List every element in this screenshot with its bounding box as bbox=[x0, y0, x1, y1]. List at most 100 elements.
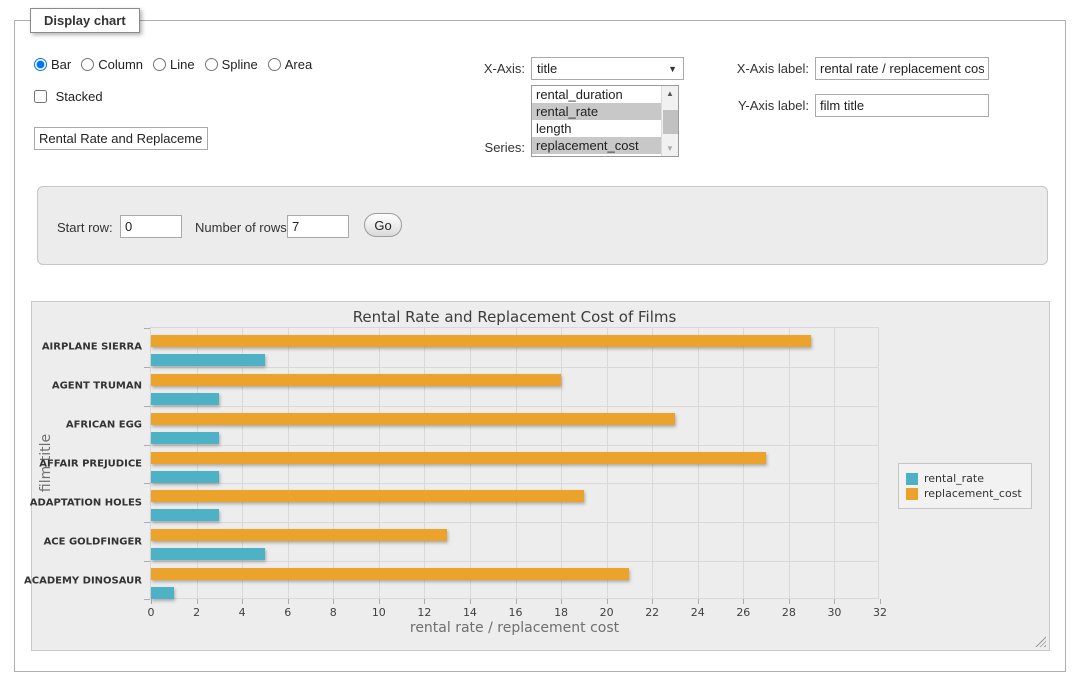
x-tick-mark bbox=[789, 599, 790, 604]
y-tick-mark bbox=[144, 328, 150, 329]
category-label: ADAPTATION HOLES bbox=[30, 497, 142, 508]
y-tick-mark bbox=[144, 561, 150, 562]
series-listbox[interactable]: rental_durationrental_ratelengthreplacem… bbox=[531, 85, 679, 157]
x-tick-label: 16 bbox=[509, 606, 523, 619]
rental_rate-bar[interactable] bbox=[151, 509, 219, 521]
y-tick-mark bbox=[144, 367, 150, 368]
scroll-down-icon[interactable]: ▼ bbox=[662, 141, 678, 156]
plot-area: 02468101214161820222426283032AIRPLANE SI… bbox=[150, 327, 879, 599]
x-tick-label: 26 bbox=[736, 606, 750, 619]
x-tick-label: 18 bbox=[554, 606, 568, 619]
chart-type-option-bar[interactable]: Bar bbox=[34, 57, 71, 72]
x-tick-label: 28 bbox=[782, 606, 796, 619]
replacement_cost-bar[interactable] bbox=[151, 335, 811, 347]
chart-type-radio-label: Spline bbox=[222, 57, 258, 72]
chart-type-radio-spline[interactable] bbox=[205, 58, 218, 71]
dropdown-arrow-icon: ▼ bbox=[668, 64, 677, 74]
legend-item-rental-rate[interactable]: rental_rate bbox=[906, 472, 1022, 485]
num-rows-input[interactable] bbox=[287, 215, 349, 238]
y-tick-mark bbox=[144, 483, 150, 484]
rental_rate-bar[interactable] bbox=[151, 354, 265, 366]
stacked-option[interactable]: Stacked bbox=[34, 89, 103, 104]
row-range-panel: Start row: Number of rows: Go bbox=[37, 186, 1048, 265]
x-tick-mark bbox=[242, 599, 243, 604]
chart: Rental Rate and Replacement Cost of Film… bbox=[31, 301, 1050, 651]
chart-type-option-area[interactable]: Area bbox=[268, 57, 312, 72]
start-row-label: Start row: bbox=[57, 220, 113, 235]
panel-title: Display chart bbox=[30, 8, 140, 33]
series-option-replacement_cost[interactable]: replacement_cost bbox=[532, 137, 663, 154]
rental_rate-bar[interactable] bbox=[151, 393, 219, 405]
yaxis-title-label: Y-Axis label: bbox=[709, 98, 809, 113]
x-tick-label: 30 bbox=[827, 606, 841, 619]
replacement_cost-bar[interactable] bbox=[151, 568, 629, 580]
gridline bbox=[151, 367, 878, 368]
x-tick-label: 24 bbox=[691, 606, 705, 619]
replacement_cost-bar[interactable] bbox=[151, 413, 675, 425]
series-option-rental_rate[interactable]: rental_rate bbox=[532, 103, 663, 120]
series-scrollbar[interactable]: ▲ ▼ bbox=[661, 86, 678, 156]
xaxis-select[interactable]: title ▼ bbox=[531, 57, 684, 80]
x-tick-label: 20 bbox=[600, 606, 614, 619]
chart-type-option-column[interactable]: Column bbox=[81, 57, 143, 72]
replacement_cost-bar[interactable] bbox=[151, 529, 447, 541]
chart-type-option-line[interactable]: Line bbox=[153, 57, 195, 72]
xaxis-title-label: X-Axis label: bbox=[709, 61, 809, 76]
chart-type-radio-label: Column bbox=[98, 57, 143, 72]
chart-title-input[interactable] bbox=[34, 127, 208, 150]
x-tick-mark bbox=[607, 599, 608, 604]
chart-type-option-spline[interactable]: Spline bbox=[205, 57, 258, 72]
gridline bbox=[151, 522, 878, 523]
chart-type-radio-area[interactable] bbox=[268, 58, 281, 71]
gridline bbox=[151, 561, 878, 562]
y-tick-mark bbox=[144, 522, 150, 523]
y-tick-mark bbox=[144, 445, 150, 446]
category-label: AGENT TRUMAN bbox=[52, 381, 142, 392]
rental_rate-bar[interactable] bbox=[151, 548, 265, 560]
x-tick-mark bbox=[834, 599, 835, 604]
replacement-cost-swatch-icon bbox=[906, 488, 918, 500]
stacked-checkbox[interactable] bbox=[34, 90, 47, 103]
x-tick-mark bbox=[652, 599, 653, 604]
y-tick-mark bbox=[144, 599, 150, 600]
x-tick-label: 14 bbox=[463, 606, 477, 619]
replacement_cost-bar[interactable] bbox=[151, 490, 584, 502]
category-label: ACADEMY DINOSAUR bbox=[24, 575, 142, 586]
x-tick-label: 22 bbox=[645, 606, 659, 619]
x-tick-mark bbox=[333, 599, 334, 604]
series-option-length[interactable]: length bbox=[532, 120, 663, 137]
scrollbar-thumb[interactable] bbox=[663, 110, 678, 134]
chart-type-radio-group: Bar Column Line Spline Area bbox=[34, 57, 322, 72]
x-tick-mark bbox=[516, 599, 517, 604]
replacement_cost-bar[interactable] bbox=[151, 452, 766, 464]
x-tick-mark bbox=[698, 599, 699, 604]
chart-type-radio-line[interactable] bbox=[153, 58, 166, 71]
go-button[interactable]: Go bbox=[364, 213, 402, 237]
gridline bbox=[151, 483, 878, 484]
x-tick-mark bbox=[470, 599, 471, 604]
chart-legend: rental_rate replacement_cost bbox=[898, 463, 1032, 509]
x-tick-label: 0 bbox=[148, 606, 155, 619]
gridline bbox=[151, 445, 878, 446]
chart-type-radio-bar[interactable] bbox=[34, 58, 47, 71]
chart-title: Rental Rate and Replacement Cost of Film… bbox=[150, 308, 879, 326]
rental_rate-bar[interactable] bbox=[151, 587, 174, 599]
gridline bbox=[151, 406, 878, 407]
x-tick-mark bbox=[288, 599, 289, 604]
rental_rate-bar[interactable] bbox=[151, 471, 219, 483]
x-tick-mark bbox=[561, 599, 562, 604]
yaxis-title-input[interactable] bbox=[815, 94, 989, 117]
x-tick-mark bbox=[151, 599, 152, 604]
chart-type-radio-column[interactable] bbox=[81, 58, 94, 71]
rental_rate-bar[interactable] bbox=[151, 432, 219, 444]
resize-handle[interactable] bbox=[1035, 636, 1046, 647]
replacement_cost-bar[interactable] bbox=[151, 374, 561, 386]
xaxis-selected-value: title bbox=[537, 61, 557, 76]
x-tick-mark bbox=[197, 599, 198, 604]
xaxis-title-input[interactable] bbox=[815, 57, 989, 80]
start-row-input[interactable] bbox=[120, 215, 182, 238]
scroll-up-icon[interactable]: ▲ bbox=[662, 86, 678, 101]
rental-rate-swatch-icon bbox=[906, 473, 918, 485]
legend-item-replacement-cost[interactable]: replacement_cost bbox=[906, 487, 1022, 500]
series-option-rental_duration[interactable]: rental_duration bbox=[532, 86, 663, 103]
